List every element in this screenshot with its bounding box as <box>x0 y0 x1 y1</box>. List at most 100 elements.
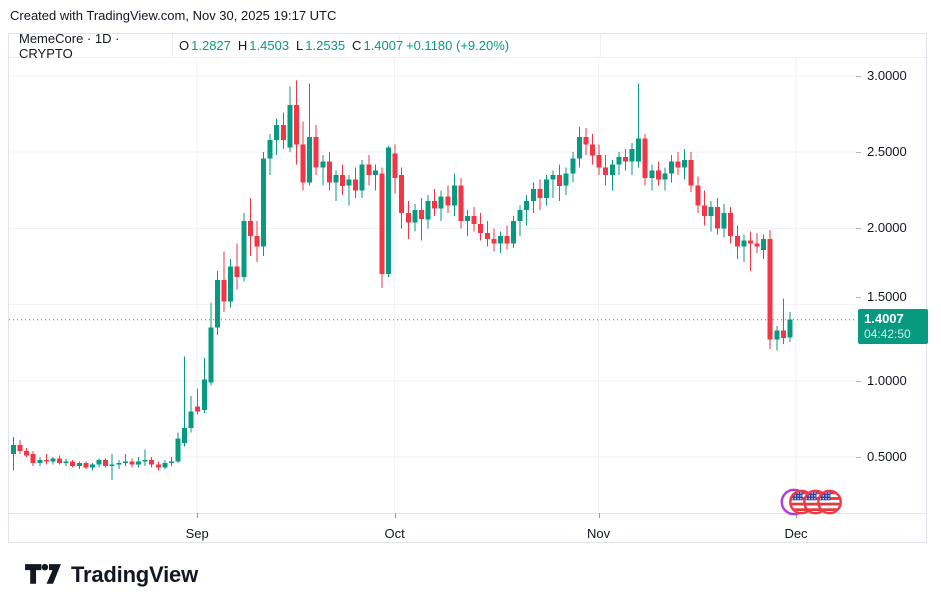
time-axis-label: Sep <box>185 526 209 541</box>
candle <box>43 454 49 465</box>
us-flag-event-icons[interactable] <box>779 486 847 518</box>
candle <box>767 229 773 349</box>
candle <box>208 303 214 386</box>
candle <box>419 197 424 241</box>
candle <box>787 312 793 343</box>
candle <box>274 118 280 156</box>
time-axis-tick <box>197 513 199 518</box>
low-value: L 1.2535 <box>296 38 346 53</box>
candle <box>307 83 313 186</box>
candle <box>11 437 16 471</box>
candle <box>261 152 266 256</box>
candle <box>754 233 760 253</box>
candle <box>155 461 161 471</box>
candle <box>570 152 576 183</box>
candle <box>629 143 635 176</box>
candle <box>465 210 470 236</box>
event-flags[interactable] <box>779 486 847 523</box>
candle <box>201 357 207 413</box>
tradingview-logo[interactable]: TradingView <box>24 559 198 590</box>
candle <box>708 201 714 232</box>
price-axis-tick <box>856 228 861 230</box>
open-value: O 1.2827 <box>179 38 231 53</box>
candle <box>451 173 457 217</box>
candle <box>241 213 247 282</box>
candle <box>17 440 23 454</box>
candle <box>649 164 655 191</box>
candle <box>195 388 201 415</box>
candle <box>583 127 589 156</box>
candle <box>609 159 615 191</box>
candle <box>313 124 319 176</box>
candle <box>688 152 694 192</box>
candle <box>537 179 543 211</box>
candle <box>129 458 135 468</box>
candle <box>149 457 155 468</box>
price-axis-label: 2.5000 <box>867 144 907 160</box>
candle <box>168 457 174 467</box>
legend-spacer <box>601 34 926 57</box>
price-axis-label: 2.0000 <box>867 220 907 236</box>
candle <box>346 175 352 206</box>
candle <box>636 83 642 168</box>
candle <box>267 133 273 176</box>
high-value: H 1.4503 <box>237 38 290 53</box>
price-axis-tick <box>856 296 861 298</box>
candle <box>517 205 523 236</box>
candle <box>300 121 306 191</box>
candle <box>326 152 332 191</box>
candle <box>425 194 431 229</box>
candle <box>372 164 378 191</box>
candle <box>748 231 753 272</box>
candle <box>50 457 56 465</box>
candle <box>728 207 734 244</box>
ohlc-values: O 1.2827 H 1.4503 L 1.2535 C 1.4007 <box>173 34 403 57</box>
chart-pane <box>9 58 856 513</box>
candle <box>741 234 747 262</box>
candle <box>761 234 767 259</box>
candle <box>438 190 444 221</box>
candle <box>695 176 701 214</box>
change-value: +0.1180 (+9.20%) <box>400 34 601 57</box>
candle <box>497 231 503 253</box>
candle <box>734 225 740 259</box>
candle <box>287 86 293 153</box>
candle <box>359 159 365 198</box>
tradingview-wordmark: TradingView <box>71 561 198 587</box>
candle <box>701 190 707 226</box>
candle <box>774 325 780 351</box>
candle <box>399 167 405 229</box>
candle <box>603 155 609 186</box>
candle <box>642 133 648 186</box>
candle <box>471 207 477 232</box>
candle <box>715 197 721 235</box>
candle <box>215 271 220 336</box>
candle <box>491 228 497 252</box>
time-axis-label: Nov <box>587 526 611 541</box>
candle <box>103 458 109 468</box>
candle <box>550 170 556 198</box>
candle <box>142 449 148 467</box>
candle <box>175 432 181 464</box>
symbol-title: MemeCore · 1D · CRYPTO <box>9 31 173 61</box>
candle <box>96 458 102 468</box>
tradingview-mark-icon <box>25 563 61 584</box>
candle <box>563 167 569 195</box>
bar-countdown: 04:42:50 <box>864 326 911 341</box>
time-axis-label: Dec <box>784 526 808 541</box>
candle <box>76 461 82 470</box>
candle <box>596 144 602 176</box>
candle <box>484 220 490 247</box>
candle <box>30 450 36 467</box>
candle <box>280 112 286 150</box>
current-price-label: 1.4007 <box>864 310 904 326</box>
candle <box>530 182 536 214</box>
price-axis-tick <box>856 457 861 458</box>
candle <box>412 204 418 232</box>
chart-legend: MemeCore · 1D · CRYPTO O 1.2827 H 1.4503 L… <box>9 31 926 61</box>
price-axis-tick <box>856 152 861 154</box>
candle <box>669 155 674 183</box>
candle <box>228 258 234 308</box>
candle <box>63 458 69 467</box>
candle <box>682 149 688 180</box>
